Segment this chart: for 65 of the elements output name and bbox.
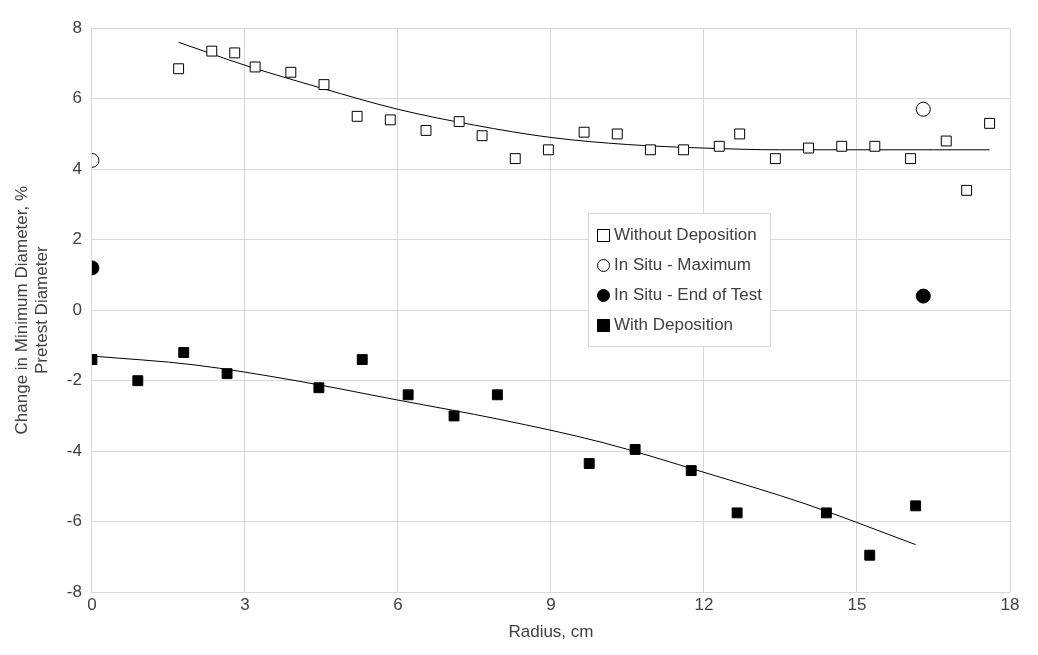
point (583, 458, 595, 469)
point (940, 135, 952, 147)
point (313, 382, 325, 394)
point (206, 45, 218, 57)
x-tick-label: 18 (1000, 595, 1020, 615)
x-tick-label: 3 (240, 595, 250, 615)
point (820, 507, 832, 519)
y-tick-label: -6 (66, 511, 82, 531)
point (249, 61, 261, 73)
y-tick-label: 6 (72, 88, 82, 108)
point (644, 144, 656, 156)
point (769, 153, 781, 165)
line-series (178, 41, 991, 151)
legend-label: In Situ - End of Test (614, 284, 763, 306)
point (229, 47, 241, 59)
x-tick-label: 15 (847, 595, 867, 615)
point (984, 117, 996, 129)
legend-label: Without Deposition (614, 224, 757, 246)
point (356, 354, 368, 365)
legend-label: With Deposition (614, 314, 734, 336)
point (173, 63, 185, 75)
y-tick-label: 0 (72, 299, 82, 319)
x-tick-label: 0 (87, 595, 97, 615)
point (132, 375, 144, 387)
y-tick-label: -8 (66, 581, 82, 601)
point (910, 500, 922, 512)
point (491, 389, 503, 401)
point (318, 79, 330, 91)
point (734, 128, 746, 140)
point (285, 66, 297, 78)
point (178, 347, 190, 358)
point (578, 126, 590, 138)
point (476, 130, 488, 142)
legend-label: In Situ - Maximum (614, 254, 751, 276)
point (402, 389, 414, 401)
point (509, 153, 521, 165)
point (448, 410, 460, 422)
x-tick-label: 9 (546, 595, 556, 615)
point (864, 549, 876, 561)
x-axis-title: Radius, cm (508, 622, 594, 642)
y-tick-label: 2 (72, 229, 82, 249)
y-axis-title: Change in Minimum Diameter, % Pretest Diameter (11, 185, 52, 435)
point (731, 507, 743, 519)
point (611, 128, 623, 140)
point (420, 124, 432, 136)
y-tick-label: 4 (72, 158, 82, 178)
x-tick-label: 12 (694, 595, 714, 615)
point (713, 140, 725, 152)
point (351, 110, 363, 122)
y-tick-label: 8 (72, 17, 82, 37)
point (905, 153, 916, 165)
y-tick-label: -2 (66, 370, 82, 390)
point (961, 184, 973, 196)
x-tick-label: 6 (393, 595, 403, 615)
point (836, 140, 848, 152)
point (869, 140, 881, 152)
point (221, 368, 233, 380)
point (685, 465, 697, 477)
point (803, 142, 814, 154)
point (542, 144, 554, 156)
point (678, 144, 690, 156)
y-tick-label: -4 (66, 440, 82, 460)
point (629, 443, 641, 455)
point (453, 116, 465, 128)
point (384, 114, 396, 126)
